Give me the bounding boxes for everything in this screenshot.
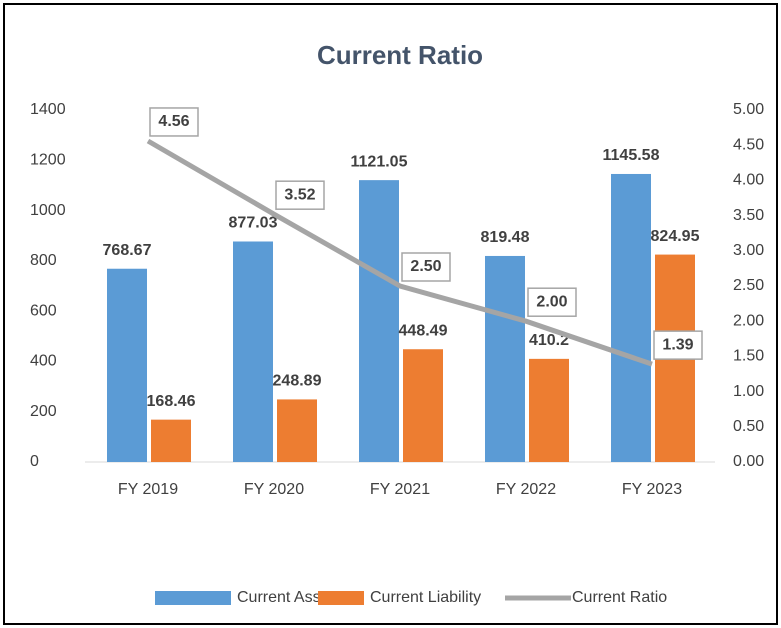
bar (611, 173, 651, 463)
y2-tick-label: 4.00 (733, 172, 764, 189)
y2-tick-label: 2.50 (733, 277, 764, 294)
y2-tick-label: 3.00 (733, 242, 764, 259)
bar (529, 358, 569, 462)
y-tick-label: 0 (30, 453, 39, 470)
data-label-box (527, 287, 577, 317)
x-tick-label: FY 2023 (622, 481, 682, 498)
data-label: 2.50 (410, 258, 441, 275)
y2-tick-label: 5.00 (733, 101, 764, 118)
data-label: 168.46 (147, 393, 196, 410)
data-label: 1.39 (662, 336, 693, 353)
ratio-line (146, 138, 653, 367)
data-label-box (401, 252, 451, 282)
x-tick-label: FY 2021 (370, 481, 430, 498)
y2-tick-label: 1.00 (733, 383, 764, 400)
bar (277, 399, 317, 462)
bar (151, 419, 191, 462)
data-label: 824.95 (651, 228, 700, 245)
x-tick-label: FY 2022 (496, 481, 556, 498)
data-label: 448.49 (399, 322, 448, 339)
bar (233, 241, 273, 462)
chart-title: Current Ratio (317, 40, 483, 70)
y-tick-label: 400 (30, 353, 57, 370)
y-tick-label: 600 (30, 302, 57, 319)
legend-label: Current Ratio (572, 589, 667, 606)
y-tick-label: 200 (30, 403, 57, 420)
legend-swatch (318, 591, 364, 605)
data-label: 410.2 (529, 332, 569, 349)
bar (107, 268, 147, 462)
y2-tick-label: 0.00 (733, 453, 764, 470)
y2-tick-label: 2.00 (733, 312, 764, 329)
y-tick-label: 1400 (30, 101, 66, 118)
data-label-box (275, 180, 325, 210)
bar (359, 180, 399, 463)
data-label: 3.52 (284, 186, 315, 203)
y-tick-label: 800 (30, 252, 57, 269)
y2-tick-label: 0.50 (733, 418, 764, 435)
y-tick-label: 1200 (30, 152, 66, 169)
data-label: 248.89 (273, 373, 322, 390)
data-label: 4.56 (158, 113, 189, 130)
data-label: 2.00 (536, 293, 567, 310)
y2-tick-label: 3.50 (733, 207, 764, 224)
x-tick-label: FY 2019 (118, 481, 178, 498)
data-label-box (653, 330, 703, 360)
bar (403, 349, 443, 462)
y-tick-label: 1000 (30, 202, 66, 219)
data-label: 819.48 (481, 229, 530, 246)
x-tick-label: FY 2020 (244, 481, 304, 498)
legend-label: Current Assets (237, 589, 342, 606)
legend-swatch (155, 591, 231, 605)
legend-label: Current Liability (370, 589, 481, 606)
data-label: 1121.05 (351, 153, 408, 170)
bar (485, 255, 525, 462)
data-label: 1145.58 (603, 147, 660, 164)
data-label: 877.03 (229, 215, 278, 232)
data-label-box (149, 107, 199, 137)
y2-tick-label: 4.50 (733, 136, 764, 153)
y2-tick-label: 1.50 (733, 348, 764, 365)
data-label: 768.67 (103, 242, 152, 259)
